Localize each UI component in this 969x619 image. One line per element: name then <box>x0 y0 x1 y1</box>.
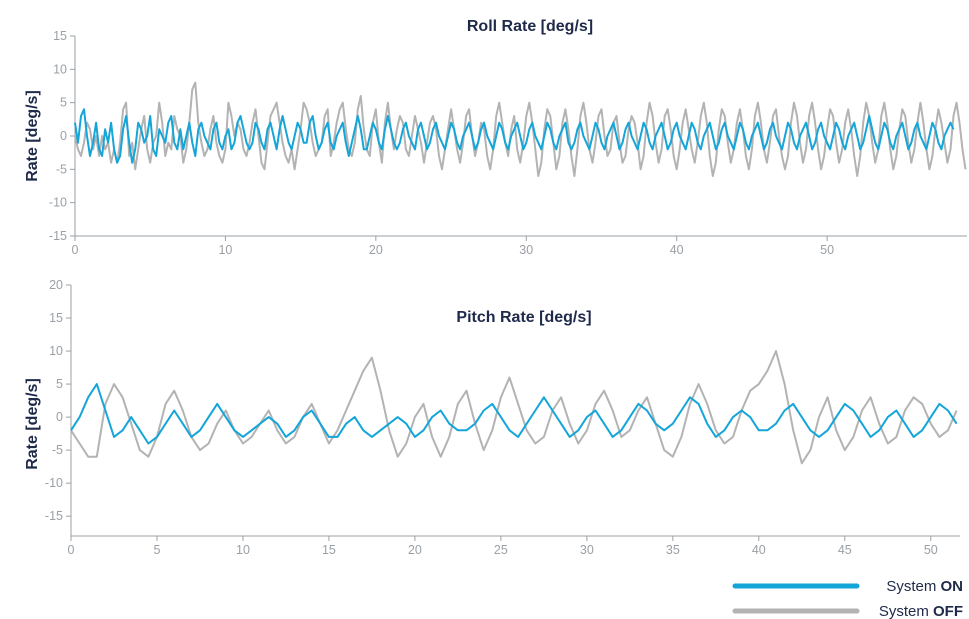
legend-state-on: ON <box>941 578 964 595</box>
pitch-rate-x-tick-label: 45 <box>838 543 852 557</box>
roll-rate-y-tick-label: 15 <box>53 29 67 43</box>
roll-rate-series <box>74 81 967 177</box>
roll-rate-y-tick-label: -5 <box>56 162 67 176</box>
pitch-rate-y-tick-label: 0 <box>56 410 63 424</box>
pitch-rate-y-tick-label: 10 <box>49 344 63 358</box>
pitch-rate-x-tick-label: 0 <box>68 543 75 557</box>
roll-rate-y-axis-label: Rate [deg/s] <box>24 90 41 182</box>
pitch-rate-x-tick-label: 25 <box>494 543 508 557</box>
pitch-rate-y-tick-label: 5 <box>56 377 63 391</box>
roll-rate-y-tick-label: -15 <box>49 229 67 243</box>
roll-rate-x-tick-label: 0 <box>72 243 79 257</box>
pitch-rate-x-tick-label: 5 <box>154 543 161 557</box>
roll-rate-x-tick-label: 10 <box>218 243 232 257</box>
pitch-rate-x-tick-label: 15 <box>322 543 336 557</box>
pitch-rate-x-tick-label: 40 <box>752 543 766 557</box>
legend-label-system-off: System OFF <box>879 603 963 619</box>
pitch-rate-series <box>70 350 958 465</box>
roll-rate-y-tick-label: 5 <box>60 96 67 110</box>
legend-label-system-on: System ON <box>886 578 963 595</box>
pitch-rate-chart-title: Pitch Rate [deg/s] <box>456 309 591 326</box>
pitch-rate-x-tick-label: 20 <box>408 543 422 557</box>
roll-rate-chart: Roll Rate [deg/s] Rate [deg/s] 151050-5-… <box>24 18 967 257</box>
pitch-rate-x-tick-label: 35 <box>666 543 680 557</box>
pitch-rate-y-tick-label: -15 <box>45 509 63 523</box>
roll-rate-chart-title: Roll Rate [deg/s] <box>467 18 593 35</box>
roll-rate-x-tick-label: 20 <box>369 243 383 257</box>
roll-rate-x-tick-label: 30 <box>519 243 533 257</box>
roll-rate-y-tick-label: -10 <box>49 196 67 210</box>
roll-rate-series-off <box>74 81 967 177</box>
roll-rate-x-tick-label: 50 <box>820 243 834 257</box>
pitch-rate-y-tick-label: -10 <box>45 476 63 490</box>
legend-prefix-off: System <box>879 603 933 619</box>
pitch-rate-series-on <box>70 383 958 445</box>
roll-rate-y-tick-label: 10 <box>53 62 67 76</box>
pitch-rate-y-tick-label: -5 <box>52 443 63 457</box>
roll-rate-y-tick-label: 0 <box>60 129 67 143</box>
pitch-rate-y-tick-label: 20 <box>49 278 63 292</box>
pitch-rate-y-tick-label: 15 <box>49 311 63 325</box>
pitch-rate-x-tick-label: 10 <box>236 543 250 557</box>
pitch-rate-series-off <box>70 350 958 465</box>
legend-prefix-on: System <box>886 578 940 595</box>
legend-state-off: OFF <box>933 603 963 619</box>
legend: System ON System OFF <box>732 578 963 619</box>
roll-rate-x-tick-label: 40 <box>670 243 684 257</box>
pitch-rate-x-tick-label: 30 <box>580 543 594 557</box>
roll-rate-series-on <box>74 108 955 164</box>
pitch-rate-chart: Pitch Rate [deg/s] Rate [deg/s] 20151050… <box>24 278 960 557</box>
pitch-rate-x-tick-label: 50 <box>924 543 938 557</box>
pitch-rate-y-axis-label: Rate [deg/s] <box>24 378 41 470</box>
